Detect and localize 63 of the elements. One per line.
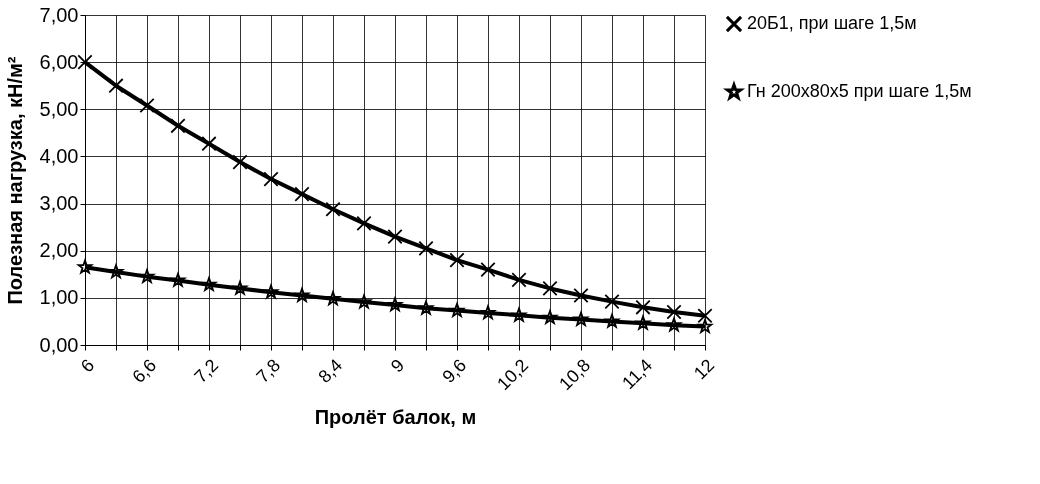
point [139, 97, 155, 114]
legend-label: 20Б1, при шаге 1,5м [747, 13, 917, 33]
point [449, 302, 465, 317]
point [449, 252, 465, 268]
point [108, 264, 124, 279]
point [356, 215, 372, 231]
y-tick-label: 7,00 [39, 3, 79, 26]
point [387, 228, 403, 245]
point [573, 287, 589, 304]
point [387, 297, 403, 312]
point [325, 201, 341, 217]
y-tick-label: 3,00 [39, 192, 79, 215]
point [480, 261, 496, 278]
point [666, 317, 682, 332]
point [77, 54, 93, 70]
x-tick-label: 12 [689, 355, 719, 384]
point [232, 280, 248, 295]
point [697, 308, 713, 324]
point [232, 154, 248, 170]
x-tick-label: 8,4 [314, 355, 347, 387]
point [263, 284, 279, 299]
y-tick-label: 5,00 [39, 97, 79, 120]
x-axis-title: Пролёт балок, м [314, 406, 477, 428]
point [542, 310, 558, 324]
point [294, 287, 310, 302]
point [201, 277, 217, 291]
x-tick-label: 7,8 [252, 355, 285, 387]
y-tick-label: 1,00 [39, 286, 79, 309]
x-tick-label: 7,2 [190, 355, 223, 387]
point [604, 294, 620, 310]
y-tick-label: 6,00 [39, 50, 79, 73]
point [666, 304, 682, 320]
point [480, 305, 496, 320]
point [604, 313, 620, 328]
point [697, 319, 713, 333]
point [201, 136, 217, 152]
point [635, 299, 651, 315]
point [542, 280, 558, 297]
x-tick-label: 6 [77, 355, 99, 377]
x-tick-label: 9 [387, 355, 409, 377]
point [139, 269, 155, 283]
point [418, 300, 434, 315]
point [325, 291, 341, 306]
point [294, 186, 310, 202]
point [263, 171, 279, 187]
y-axis-title: Полезная нагрузка, кН/м² [3, 56, 26, 305]
point [573, 311, 589, 326]
legend-label: Гн 200x80x5 при шаге 1,5м [747, 81, 972, 101]
x-tick-label: 6,6 [128, 355, 161, 387]
y-tick-label: 2,00 [39, 239, 79, 262]
y-tick-label: 4,00 [39, 144, 79, 167]
point [108, 78, 124, 94]
point [635, 315, 651, 330]
x-tick-label: 9,6 [438, 355, 471, 387]
point [511, 307, 527, 322]
point [418, 240, 434, 256]
y-tick-label: 0,00 [39, 333, 79, 356]
point [170, 272, 186, 287]
x-tick-label: 11,4 [618, 355, 657, 394]
point [356, 294, 372, 309]
point [170, 118, 186, 134]
point [511, 272, 527, 288]
point [77, 259, 93, 274]
